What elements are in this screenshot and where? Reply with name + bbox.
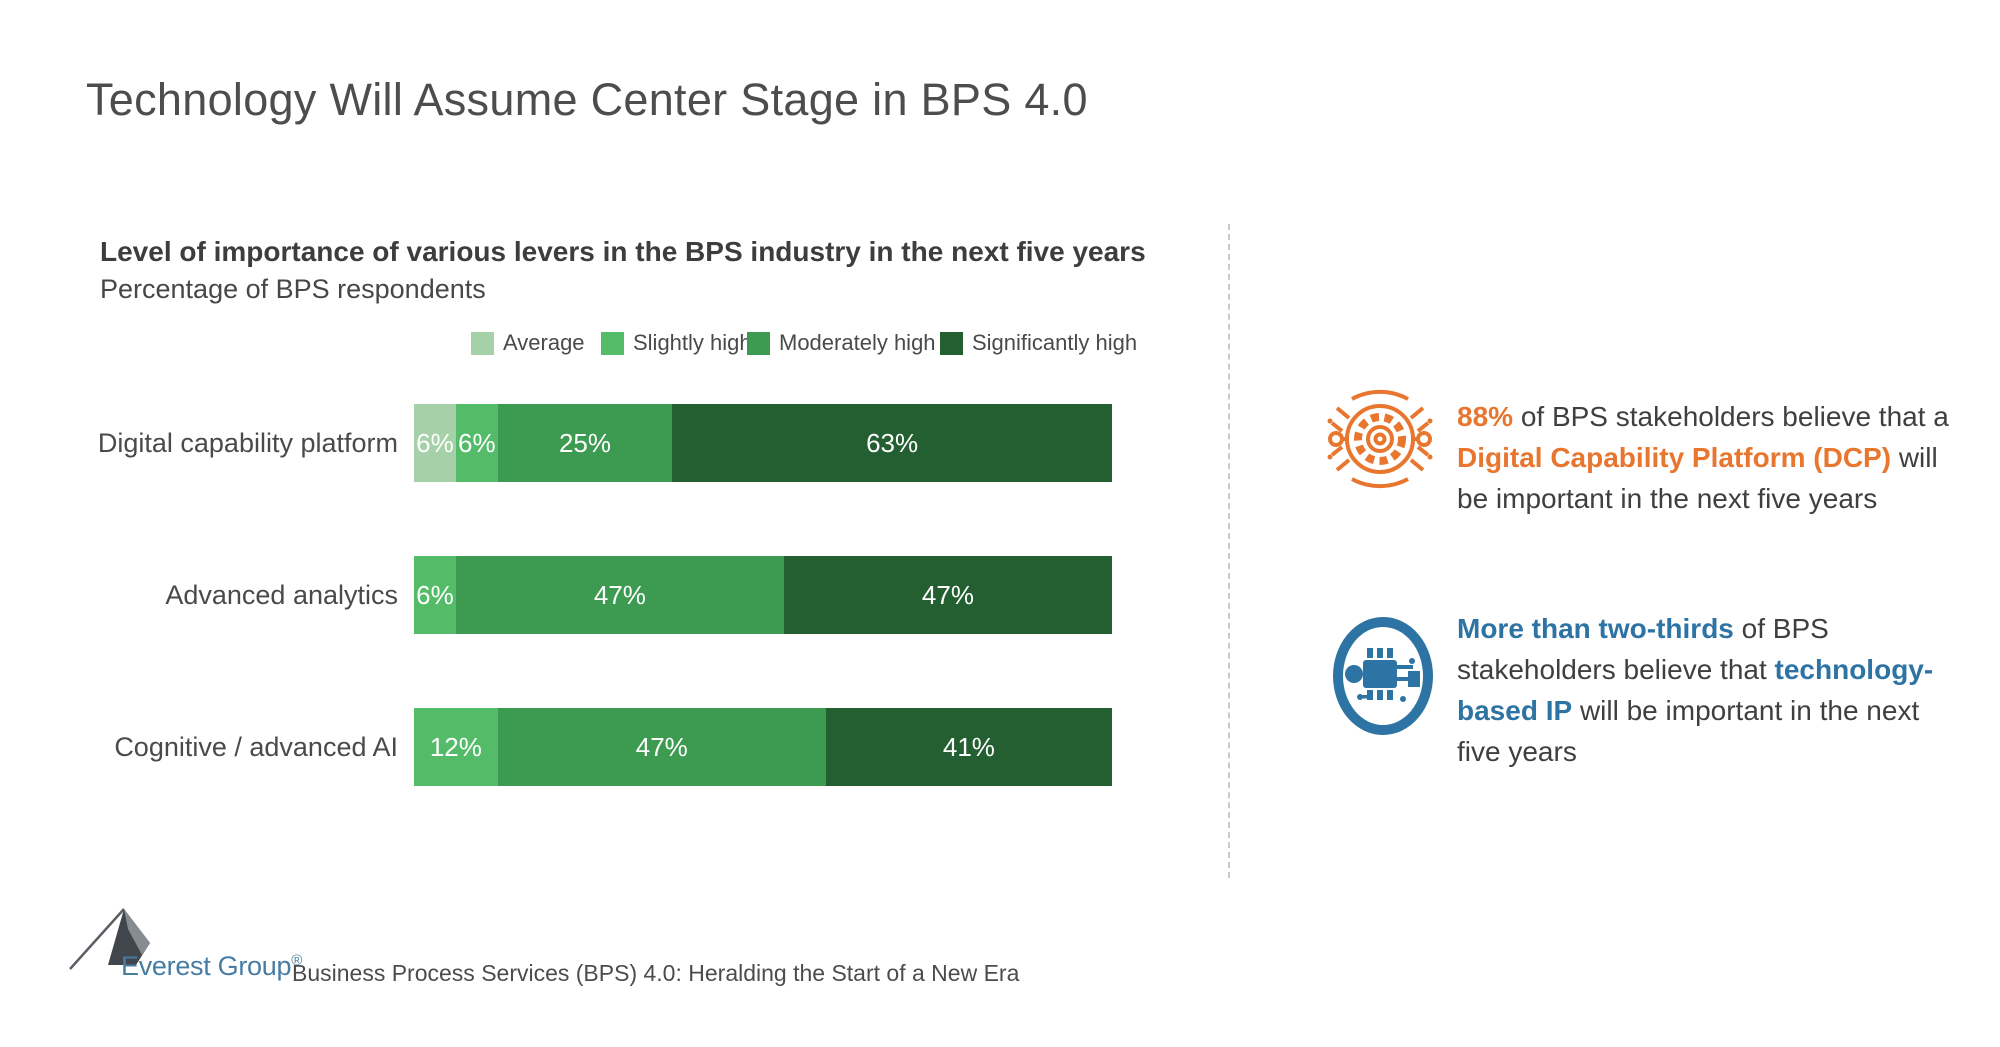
segment-value-label: 47% bbox=[921, 579, 974, 610]
legend-swatch bbox=[601, 331, 624, 355]
callout-text-run: five years bbox=[1457, 736, 1577, 767]
bar-segment-significantly-high: 47% bbox=[783, 556, 1112, 634]
bar-segment-moderately-high: 25% bbox=[497, 404, 673, 482]
chart-subheading: Percentage of BPS respondents bbox=[100, 274, 486, 304]
chart-heading: Level of importance of various levers in… bbox=[100, 236, 1146, 267]
callout-highlight: based IP bbox=[1457, 695, 1573, 726]
callout-text-run: stakeholders believe that bbox=[1457, 654, 1775, 685]
bar-row-2: Advanced analytics 6% 47% 47% bbox=[0, 556, 1120, 634]
callout-line: Digital Capability Platform (DCP) will bbox=[1457, 437, 1949, 478]
callout-highlight: More than two-thirds bbox=[1457, 613, 1734, 644]
segment-value-label: 63% bbox=[866, 427, 919, 458]
bar-segment-slightly-high: 6% bbox=[414, 556, 456, 634]
bar-segment-significantly-high: 41% bbox=[825, 708, 1112, 786]
stacked-bar: 6% 47% 47% bbox=[414, 556, 1112, 634]
bar-row-3: Cognitive / advanced AI 12% 47% 41% bbox=[0, 708, 1120, 786]
callout-line: be important in the next five years bbox=[1457, 478, 1949, 519]
circuit-gear-icon bbox=[1327, 389, 1433, 489]
segment-value-label: 25% bbox=[558, 427, 612, 458]
page-title: Technology Will Assume Center Stage in B… bbox=[86, 74, 1088, 125]
brand-text: Everest Group bbox=[121, 951, 292, 981]
bar-segment-moderately-high: 47% bbox=[455, 556, 784, 634]
legend-label: Moderately high bbox=[779, 330, 936, 355]
registered-mark: ® bbox=[291, 952, 302, 969]
callout-tech-ip-text: More than two-thirds of BPS stakeholders … bbox=[1457, 608, 1933, 772]
legend-label: Average bbox=[503, 330, 585, 355]
callout-text-run: be important in the next five years bbox=[1457, 483, 1878, 514]
segment-value-label: 47% bbox=[635, 731, 688, 762]
callout-line: More than two-thirds of BPS bbox=[1457, 608, 1933, 649]
category-label: Advanced analytics bbox=[165, 579, 398, 610]
bar-segment-slightly-high: 12% bbox=[414, 708, 498, 786]
segment-value-label: 47% bbox=[593, 579, 646, 610]
callout-line: stakeholders believe that technology- bbox=[1457, 649, 1933, 690]
segment-value-label: 12% bbox=[429, 731, 482, 762]
legend-item-significantly-high: Significantly high bbox=[940, 330, 1137, 356]
legend-swatch bbox=[940, 331, 963, 355]
legend-swatch bbox=[747, 331, 770, 355]
bar-segment-significantly-high: 63% bbox=[672, 404, 1112, 482]
source-text: Business Process Services (BPS) 4.0: Her… bbox=[292, 960, 1020, 986]
callout-line: based IP will be important in the next bbox=[1457, 690, 1933, 731]
segment-value-label: 6% bbox=[416, 427, 454, 458]
legend-swatch bbox=[471, 331, 494, 355]
bar-segment-average: 6% bbox=[414, 404, 456, 482]
callout-dcp-text: 88% of BPS stakeholders believe that a Di… bbox=[1457, 396, 1949, 519]
stacked-bar: 6% 6% 25% 63% bbox=[414, 404, 1112, 482]
bar-segment-slightly-high: 6% bbox=[455, 404, 498, 482]
bar-row-1: Digital capability platform 6% 6% 25% 63% bbox=[0, 404, 1120, 482]
everest-group-logo-icon bbox=[69, 908, 150, 970]
callout-text-run: of BPS bbox=[1733, 613, 1829, 644]
bar-segment-moderately-high: 47% bbox=[497, 708, 826, 786]
callout-text-run: will be important in the next bbox=[1572, 695, 1920, 726]
legend-item-moderately-high: Moderately high bbox=[747, 330, 936, 356]
category-label: Cognitive / advanced AI bbox=[114, 731, 398, 762]
callout-line: 88% of BPS stakeholders believe that a bbox=[1457, 396, 1949, 437]
callout-highlight: Digital Capability Platform (DCP) bbox=[1457, 442, 1892, 473]
callout-text-run: will bbox=[1891, 442, 1938, 473]
callout-highlight: technology- bbox=[1774, 654, 1934, 685]
legend-label: Slightly high bbox=[633, 330, 752, 355]
segment-value-label: 41% bbox=[942, 731, 995, 762]
segment-value-label: 6% bbox=[416, 579, 454, 610]
legend-item-average: Average bbox=[471, 330, 585, 356]
stacked-bar: 12% 47% 41% bbox=[414, 708, 1112, 786]
legend-label: Significantly high bbox=[972, 330, 1138, 355]
callout-text-run: of BPS stakeholders believe that a bbox=[1513, 401, 1949, 432]
callout-highlight: 88% bbox=[1457, 401, 1514, 432]
microchip-icon bbox=[1333, 617, 1433, 735]
vertical-divider bbox=[1228, 224, 1230, 878]
callout-line: five years bbox=[1457, 731, 1933, 772]
category-label: Digital capability platform bbox=[97, 427, 398, 458]
legend-item-slightly-high: Slightly high bbox=[601, 330, 752, 356]
segment-value-label: 6% bbox=[458, 427, 496, 458]
brand-name: Everest Group® bbox=[121, 951, 302, 982]
